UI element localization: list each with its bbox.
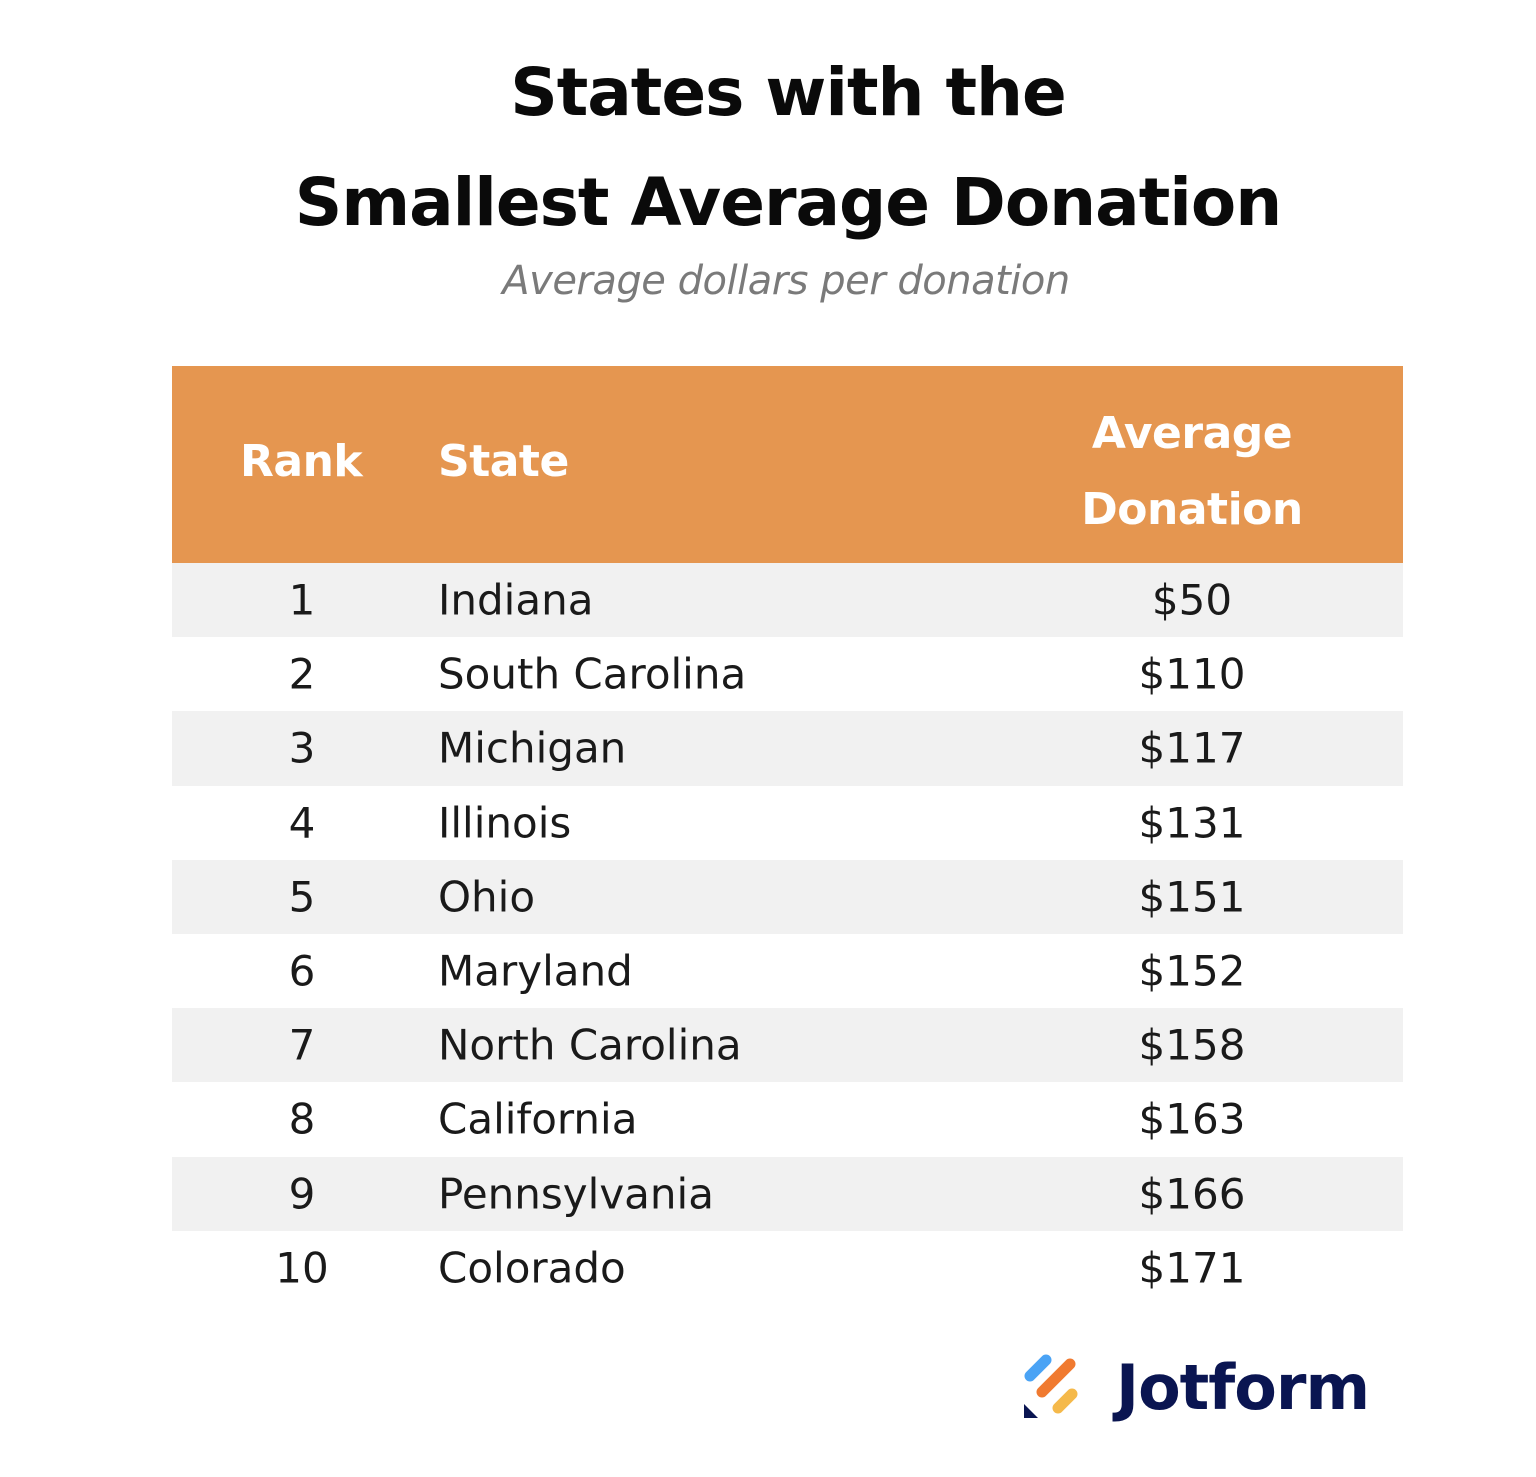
amount-cell: $163 bbox=[1138, 1094, 1246, 1144]
rank-cell: 3 bbox=[288, 723, 316, 773]
amount-cell: $131 bbox=[1138, 798, 1246, 848]
donation-table: Rank State Average Donation 1 Indiana $5… bbox=[172, 366, 1403, 1305]
amount-cell: $152 bbox=[1138, 946, 1246, 996]
table-row: 1 Indiana $50 bbox=[172, 563, 1403, 638]
state-cell: South Carolina bbox=[438, 649, 747, 699]
rank-cell: 9 bbox=[288, 1169, 316, 1219]
state-cell: Pennsylvania bbox=[438, 1169, 714, 1219]
state-cell: Maryland bbox=[438, 946, 633, 996]
state-cell: Colorado bbox=[438, 1243, 626, 1293]
amount-cell: $110 bbox=[1138, 649, 1246, 699]
table-row: 7 North Carolina $158 bbox=[172, 1008, 1403, 1083]
table-row: 4 Illinois $131 bbox=[172, 785, 1403, 860]
state-cell: Ohio bbox=[438, 872, 536, 922]
state-cell: North Carolina bbox=[438, 1020, 742, 1070]
table-row: 10 Colorado $171 bbox=[172, 1230, 1403, 1305]
rank-cell: 2 bbox=[288, 649, 316, 699]
state-cell: Illinois bbox=[438, 798, 572, 848]
amount-cell: $117 bbox=[1138, 723, 1246, 773]
column-header-avg-line2: Donation bbox=[1081, 484, 1303, 535]
rank-cell: 4 bbox=[288, 798, 316, 848]
state-cell: California bbox=[438, 1094, 638, 1144]
amount-cell: $166 bbox=[1138, 1169, 1246, 1219]
state-cell: Michigan bbox=[438, 723, 627, 773]
table-header: Rank State Average Donation bbox=[172, 366, 1403, 563]
rank-cell: 6 bbox=[288, 946, 316, 996]
jotform-logo-text: Jotform bbox=[1116, 1350, 1370, 1424]
table-row: 5 Ohio $151 bbox=[172, 859, 1403, 934]
rank-cell: 5 bbox=[288, 872, 316, 922]
rank-cell: 7 bbox=[288, 1020, 316, 1070]
table-row: 6 Maryland $152 bbox=[172, 933, 1403, 1009]
jotform-logo-icon bbox=[1024, 1354, 1078, 1418]
title-line-1: States with the bbox=[510, 54, 1067, 131]
title-line-2: Smallest Average Donation bbox=[294, 164, 1282, 241]
table-row: 3 Michigan $117 bbox=[172, 711, 1403, 786]
amount-cell: $158 bbox=[1138, 1020, 1246, 1070]
amount-cell: $171 bbox=[1138, 1243, 1246, 1293]
table-row: 8 California $163 bbox=[172, 1082, 1403, 1157]
rank-cell: 10 bbox=[275, 1243, 329, 1293]
column-header-average-donation: Average Donation bbox=[1072, 396, 1312, 548]
amount-cell: $151 bbox=[1138, 872, 1246, 922]
rank-cell: 1 bbox=[288, 575, 316, 625]
page-title: States with the Smallest Average Donatio… bbox=[0, 38, 1536, 258]
amount-cell: $50 bbox=[1151, 575, 1233, 625]
column-header-rank: Rank bbox=[240, 436, 363, 487]
rank-cell: 8 bbox=[288, 1094, 316, 1144]
jotform-logo: Jotform bbox=[1022, 1350, 1370, 1424]
subtitle: Average dollars per donation bbox=[502, 258, 1070, 304]
state-cell: Indiana bbox=[438, 575, 594, 625]
table-row: 2 South Carolina $110 bbox=[172, 637, 1403, 712]
column-header-avg-line1: Average bbox=[1091, 408, 1293, 459]
column-header-state: State bbox=[438, 436, 569, 487]
table-row: 9 Pennsylvania $166 bbox=[172, 1156, 1403, 1231]
